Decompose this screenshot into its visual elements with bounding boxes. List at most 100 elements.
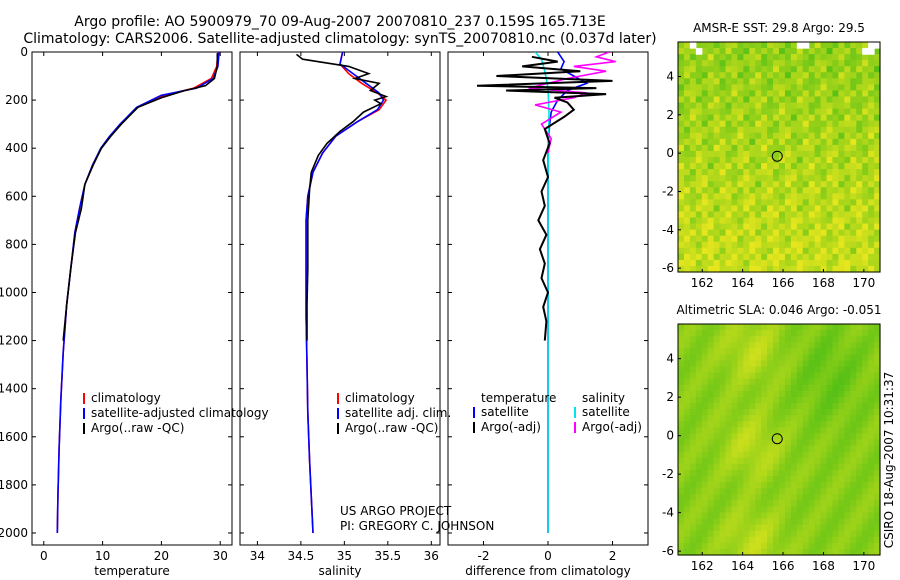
amsre-sst-map-cell [761, 223, 768, 231]
amsre-sst-map-cell [790, 169, 798, 176]
amsre-sst-map-cell [802, 96, 810, 104]
altimetric-sla-map-cell [838, 421, 845, 428]
altimetric-sla-map-cell [761, 403, 768, 410]
amsre-sst-map-cell [767, 163, 774, 170]
altimetric-sla-map-cell [832, 542, 840, 550]
amsre-sst-map-cell [731, 78, 739, 85]
amsre-sst-map-cell [868, 253, 875, 261]
amsre-sst-map-cell [743, 132, 750, 140]
altimetric-sla-map-cell [713, 512, 721, 520]
amsre-sst-map-cell [737, 90, 744, 98]
amsre-sst-map-cell [808, 199, 816, 207]
amsre-sst-map-cell [683, 126, 691, 134]
salinity-series-group [296, 52, 389, 534]
ytick-label: 1200 [0, 334, 28, 348]
altimetric-sla-map-cell [790, 524, 798, 532]
figure-title-line2: Climatology: CARS2006. Satellite-adjuste… [23, 31, 656, 47]
altimetric-sla-map-cell [796, 330, 804, 337]
amsre-sst-map-cell [820, 66, 828, 73]
altimetric-sla-map-cell [856, 518, 863, 526]
altimetric-sla-map-cell [701, 342, 709, 349]
amsre-sst-map-cell [868, 54, 875, 61]
altimetric-sla-map-cell [767, 324, 774, 331]
amsre-sst-map-cell [678, 169, 685, 176]
altimetric-sla-map-cell [802, 439, 810, 447]
altimetric-sla-map-cell [832, 524, 840, 532]
amsre-sst-map-cell [761, 205, 768, 213]
altimetric-sla-map-cell [796, 463, 804, 471]
amsre-sst-map-cell [755, 193, 762, 200]
altimetric-sla-map-cell [814, 415, 822, 422]
altimetric-sla-map-cell [713, 348, 721, 355]
amsre-sst-map-cell [731, 265, 739, 273]
amsre-sst-map-cell [761, 54, 768, 61]
altimetric-sla-map-cell [719, 427, 727, 435]
amsre-sst-map-cell [695, 150, 703, 158]
amsre-sst-map-cell [737, 211, 744, 219]
amsre-sst-map-cell [790, 72, 798, 79]
altimetric-sla-map-cell [796, 348, 804, 355]
altimetric-sla-map-cell [701, 500, 709, 507]
altimetric-sla-map-xtick-label: 162 [691, 559, 714, 573]
amsre-sst-map-cell [749, 175, 756, 182]
amsre-sst-map-cell [755, 217, 762, 225]
altimetric-sla-map-cell [725, 324, 733, 331]
altimetric-sla-map-cell [826, 433, 834, 441]
altimetric-sla-map-cell [761, 445, 768, 453]
amsre-sst-map-cell [790, 114, 798, 122]
altimetric-sla-map-cell [773, 372, 780, 380]
altimetric-sla-map-cell [713, 366, 721, 374]
altimetric-sla-map-cell [874, 324, 881, 331]
amsre-sst-map-cell [773, 60, 780, 67]
amsre-sst-map-cell [802, 235, 810, 243]
altimetric-sla-map-cell [749, 475, 756, 483]
amsre-sst-map-cell [838, 265, 845, 273]
altimetric-sla-map-cell [683, 384, 691, 392]
amsre-sst-map-cell [719, 96, 727, 104]
amsre-sst-map-cell [796, 108, 804, 116]
amsre-sst-map-cell [767, 48, 774, 55]
altimetric-sla-map-cell [755, 524, 762, 532]
amsre-sst-map-cell [874, 132, 881, 140]
altimetric-sla-map-cell [689, 342, 697, 349]
altimetric-sla-map-cell [850, 330, 857, 337]
altimetric-sla-map-cell [731, 415, 739, 422]
altimetric-sla-map-cell [695, 530, 703, 538]
altimetric-sla-map-cell [683, 482, 691, 489]
amsre-sst-map-cell [713, 48, 721, 55]
amsre-sst-map-cell [802, 241, 810, 249]
altimetric-sla-map-cell [707, 360, 715, 368]
amsre-sst-map-cell [856, 157, 863, 164]
amsre-sst-map-cell [701, 144, 709, 152]
amsre-sst-map-cell [695, 96, 703, 104]
altimetric-sla-map-cell [719, 469, 727, 477]
project-credit-line1: US ARGO PROJECT [340, 504, 452, 518]
altimetric-sla-map-cell [779, 512, 786, 520]
amsre-sst-map-cell [784, 150, 792, 158]
altimetric-sla-map-cell [862, 421, 869, 428]
amsre-sst-map-cell [802, 247, 810, 255]
altimetric-sla-map-cell [826, 512, 834, 520]
altimetric-sla-map-cell [790, 451, 798, 459]
amsre-sst-map-cell [862, 150, 869, 158]
amsre-sst-map-cell [844, 66, 851, 73]
altimetric-sla-map-cell [725, 396, 733, 404]
amsre-sst-map-cell [838, 42, 845, 49]
amsre-sst-map-cell [832, 169, 840, 176]
amsre-sst-map-cell [743, 259, 750, 267]
altimetric-sla-map-cell [856, 451, 863, 459]
amsre-sst-map-cell [701, 42, 709, 49]
amsre-sst-map-cell [796, 48, 804, 55]
altimetric-sla-map-cell [862, 439, 869, 447]
amsre-sst-map-cell [761, 187, 768, 194]
altimetric-sla-map-cell [868, 445, 875, 453]
amsre-sst-map-cell [814, 247, 822, 255]
altimetric-sla-map-ytick-label: 0 [666, 429, 674, 443]
amsre-sst-map-cell [749, 247, 756, 255]
amsre-sst-map-cell [731, 138, 739, 146]
amsre-sst-map-cell [678, 84, 685, 92]
amsre-sst-map-cell [838, 102, 845, 110]
amsre-sst-map-cell [814, 108, 822, 116]
altimetric-sla-map-cell [826, 324, 834, 331]
altimetric-sla-map-cell [832, 482, 840, 489]
